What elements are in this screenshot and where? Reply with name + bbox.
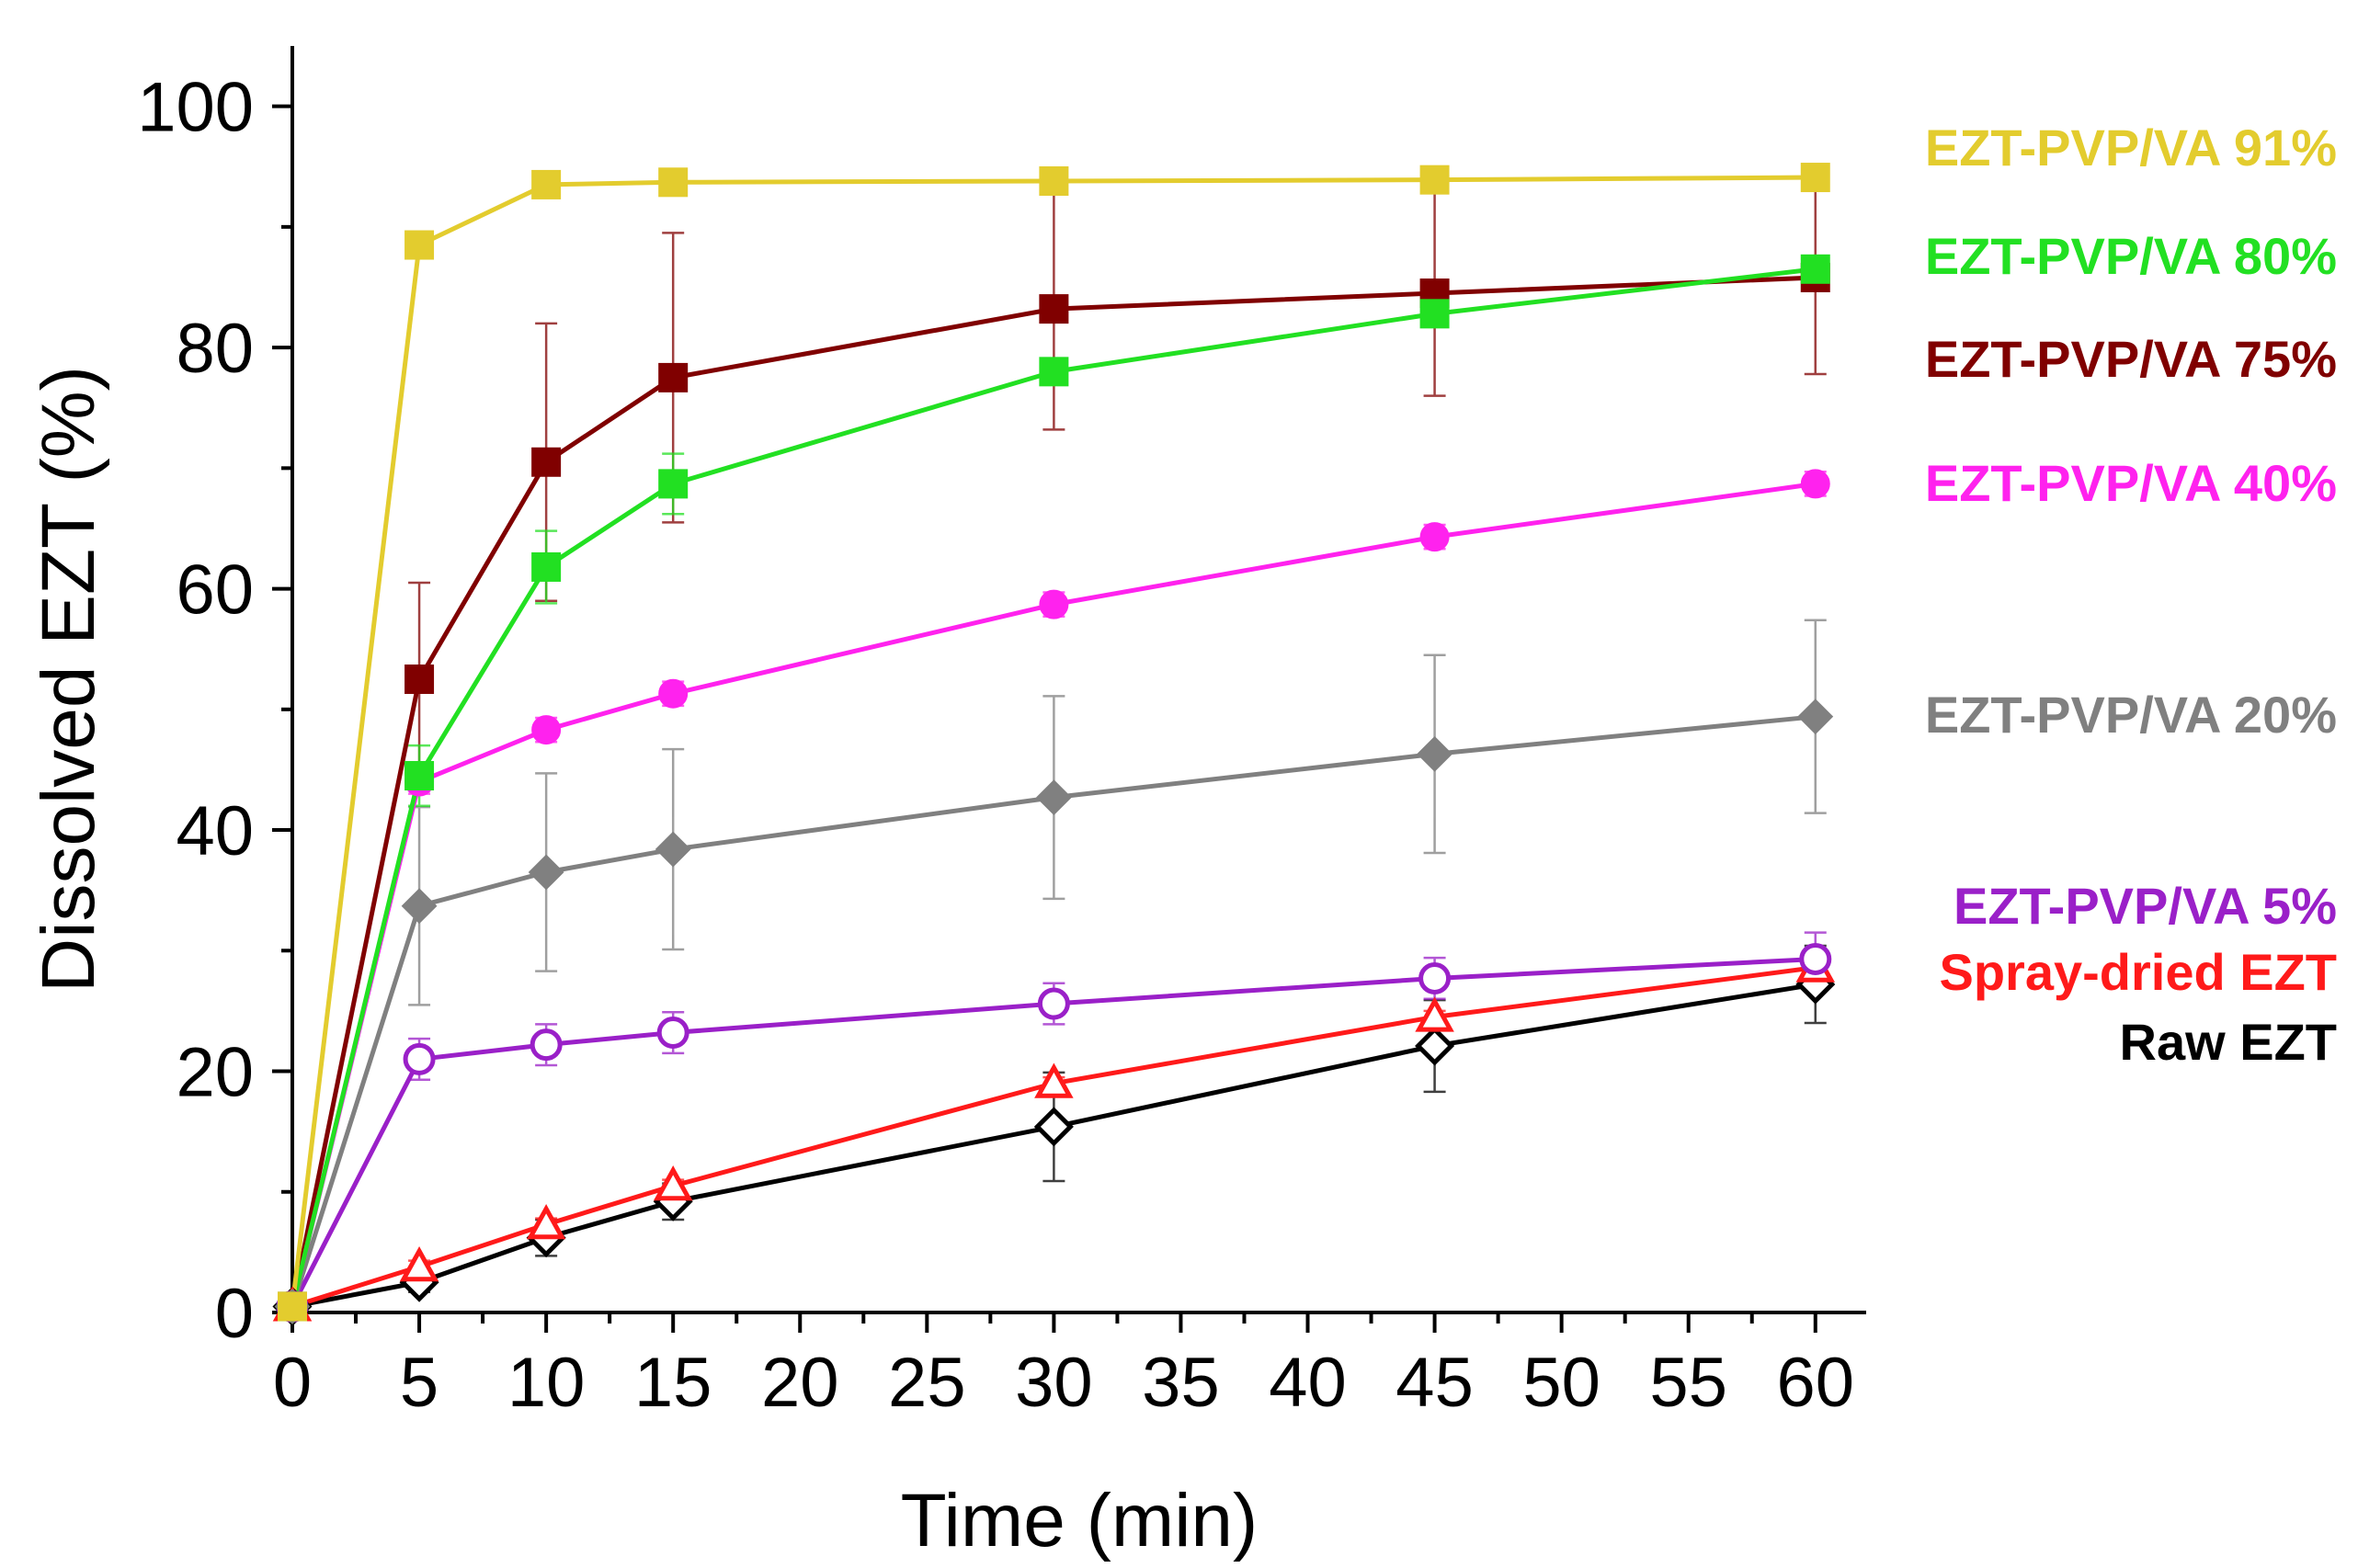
y-tick-label: 100 bbox=[137, 69, 254, 147]
ezt-pvp-va-5-point bbox=[1037, 987, 1070, 1020]
spray-dried-ezt-point bbox=[1034, 1062, 1074, 1098]
ezt-pvp-va-80-point bbox=[1039, 357, 1069, 387]
series-markers bbox=[272, 163, 1836, 1326]
ezt-pvp-va-40-point bbox=[1419, 522, 1450, 552]
axes bbox=[290, 46, 1866, 1314]
ezt-pvp-va-91-point bbox=[278, 1291, 307, 1322]
legend: EZT-PVP/VA 91% EZT-PVP/VA 80% EZT-PVP/VA 7… bbox=[1925, 119, 2337, 1071]
x-axis-title: Time (min) bbox=[901, 1479, 1259, 1562]
ezt-pvp-va-20-point bbox=[1417, 735, 1452, 772]
legend-label-ezt-pvp-va-5: EZT-PVP/VA 5% bbox=[1954, 877, 2337, 935]
ezt-pvp-va-91-point bbox=[1419, 165, 1450, 195]
ezt-pvp-va-80-point bbox=[1419, 299, 1450, 329]
y-tick-label: 40 bbox=[176, 792, 254, 870]
ezt-pvp-va-91-point bbox=[531, 169, 562, 199]
ezt-pvp-va-75-point bbox=[404, 665, 435, 694]
ezt-pvp-va-5-point bbox=[1418, 961, 1452, 994]
legend-label-ezt-pvp-va-40: EZT-PVP/VA 40% bbox=[1925, 454, 2337, 512]
ezt-pvp-va-20-point bbox=[1797, 699, 1834, 735]
spray-dried-ezt-point bbox=[526, 1204, 566, 1240]
x-tick-label: 50 bbox=[1522, 1344, 1600, 1422]
ezt-pvp-va-91-point bbox=[404, 230, 435, 260]
spray-dried-ezt-point bbox=[399, 1245, 439, 1282]
ezt-pvp-va-20-point bbox=[655, 831, 691, 868]
y-tick-label: 80 bbox=[176, 310, 254, 388]
raw-ezt-point bbox=[1415, 1026, 1455, 1066]
x-tick-label: 45 bbox=[1395, 1344, 1474, 1422]
x-tick-label: 5 bbox=[400, 1344, 439, 1422]
ezt-pvp-va-75-point bbox=[1039, 294, 1069, 324]
spray-dried-ezt-point bbox=[653, 1165, 693, 1201]
x-tick-label: 40 bbox=[1269, 1344, 1347, 1422]
legend-label-spray-dried-ezt: Spray-dried EZT bbox=[1939, 943, 2337, 1001]
ezt-pvp-va-75-point bbox=[658, 362, 689, 392]
x-tick-label: 25 bbox=[888, 1344, 966, 1422]
y-axis-title: Dissolved EZT (%) bbox=[27, 366, 110, 993]
legend-label-ezt-pvp-va-75: EZT-PVP/VA 75% bbox=[1925, 330, 2337, 388]
ezt-pvp-va-91-point bbox=[1800, 163, 1830, 193]
ezt-pvp-va-80-point bbox=[658, 469, 689, 499]
spray-dried-ezt-point bbox=[1415, 996, 1454, 1032]
ezt-pvp-va-5-point bbox=[1799, 942, 1832, 975]
legend-label-ezt-pvp-va-80: EZT-PVP/VA 80% bbox=[1925, 227, 2337, 285]
ezt-pvp-va-80-point bbox=[531, 551, 562, 582]
ezt-pvp-va-91-point bbox=[1039, 165, 1069, 196]
ezt-pvp-va-20-point bbox=[1035, 779, 1072, 816]
y-tick-label: 20 bbox=[176, 1034, 254, 1112]
x-tick-label: 20 bbox=[761, 1344, 839, 1422]
ezt-pvp-va-40-point bbox=[531, 715, 562, 745]
y-tick-label: 60 bbox=[176, 551, 254, 630]
ezt-pvp-va-5-point bbox=[530, 1028, 563, 1062]
ticks: 0 5 10 15 20 25 30 35 40 45 50 55 60 0 20 40 60 80 100 bbox=[137, 69, 1854, 1422]
ezt-pvp-va-40-point bbox=[1039, 589, 1069, 619]
legend-label-raw-ezt: Raw EZT bbox=[2120, 1013, 2337, 1071]
legend-label-ezt-pvp-va-20: EZT-PVP/VA 20% bbox=[1925, 686, 2337, 744]
ezt-pvp-va-20-point bbox=[401, 888, 438, 925]
raw-ezt-point bbox=[1033, 1107, 1074, 1147]
x-tick-label: 15 bbox=[634, 1344, 712, 1422]
x-tick-label: 55 bbox=[1649, 1344, 1727, 1422]
ezt-pvp-va-20-point bbox=[528, 854, 564, 891]
ezt-pvp-va-40-point bbox=[658, 678, 689, 709]
ezt-pvp-va-5-point bbox=[403, 1042, 436, 1075]
x-tick-label: 10 bbox=[507, 1344, 586, 1422]
ezt-pvp-va-40-point bbox=[1800, 469, 1830, 499]
x-tick-label: 60 bbox=[1777, 1344, 1855, 1422]
ezt-pvp-va-75-point bbox=[531, 447, 562, 477]
ezt-pvp-va-80-point bbox=[1800, 254, 1830, 284]
ezt-pvp-va-5-point bbox=[656, 1017, 689, 1050]
ezt-pvp-va-80-point bbox=[404, 760, 435, 790]
x-tick-label: 0 bbox=[273, 1344, 312, 1422]
legend-label-ezt-pvp-va-91: EZT-PVP/VA 91% bbox=[1925, 119, 2337, 176]
x-tick-label: 30 bbox=[1015, 1344, 1093, 1422]
ezt-pvp-va-91-point bbox=[658, 167, 689, 198]
x-tick-label: 35 bbox=[1142, 1344, 1220, 1422]
y-tick-label: 0 bbox=[215, 1275, 254, 1353]
